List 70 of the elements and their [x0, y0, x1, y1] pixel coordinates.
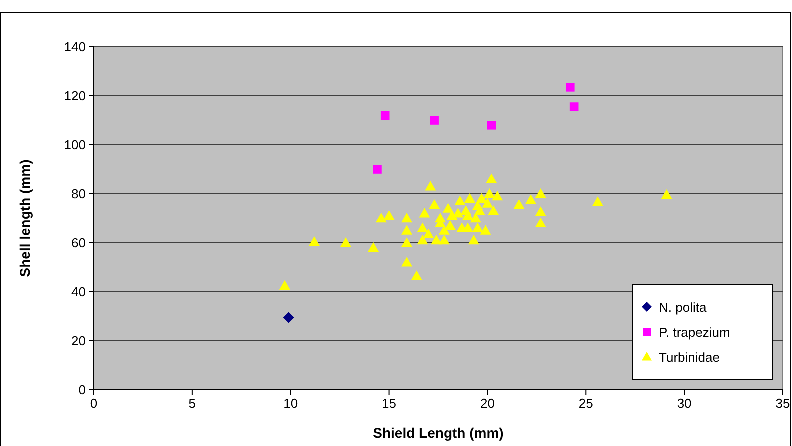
- point: [535, 188, 546, 198]
- x-axis-title: Shield Length (mm): [373, 425, 504, 441]
- point: [425, 181, 436, 191]
- point: [476, 193, 488, 204]
- point: [468, 235, 480, 245]
- point: [661, 189, 672, 200]
- point: [417, 235, 428, 245]
- x-tick-label: 25: [578, 396, 594, 411]
- y-tick-label: 100: [64, 138, 86, 152]
- x-tick-label: 15: [382, 396, 397, 411]
- legend-label: Turbinidae: [659, 350, 720, 365]
- point: [402, 238, 413, 248]
- point: [487, 121, 496, 130]
- x-tick-label: 5: [188, 396, 196, 411]
- legend-label: P. trapezium: [659, 325, 730, 340]
- point: [454, 196, 466, 206]
- x-tick-label: 10: [284, 396, 298, 411]
- point: [592, 196, 604, 206]
- point: [376, 213, 387, 223]
- point: [438, 235, 450, 245]
- x-tick-label: 20: [480, 396, 495, 411]
- point: [486, 174, 498, 184]
- point: [462, 222, 474, 232]
- point: [488, 206, 500, 216]
- point: [492, 190, 504, 201]
- point: [283, 312, 294, 324]
- point: [434, 213, 446, 223]
- point: [570, 102, 579, 112]
- y-tick-label: 40: [72, 284, 86, 300]
- point: [442, 203, 454, 213]
- point: [368, 242, 380, 252]
- y-tick-label: 0: [78, 382, 86, 398]
- point: [482, 198, 494, 208]
- point: [480, 225, 492, 235]
- x-tick-label: 30: [677, 396, 692, 411]
- legend-label: N. polita: [659, 300, 708, 315]
- point: [535, 206, 546, 216]
- y-tick-label: 80: [72, 186, 86, 202]
- y-tick-label: 60: [72, 236, 86, 250]
- point: [470, 213, 482, 223]
- point: [472, 222, 484, 232]
- point: [444, 220, 456, 230]
- point: [429, 200, 440, 210]
- point: [419, 208, 430, 218]
- y-tick-label: 120: [64, 88, 86, 104]
- point: [464, 193, 476, 204]
- point: [438, 225, 450, 235]
- point: [384, 210, 395, 220]
- point: [411, 270, 422, 280]
- point: [402, 257, 413, 267]
- x-tick-label: 0: [90, 396, 98, 411]
- point: [514, 200, 525, 210]
- point: [380, 111, 390, 120]
- y-tick-label: 20: [72, 334, 86, 348]
- point: [484, 188, 496, 198]
- point: [373, 165, 382, 174]
- point: [526, 194, 537, 204]
- point: [430, 116, 439, 125]
- point: [402, 225, 413, 235]
- y-axis-title: Shell length (mm): [17, 160, 33, 278]
- point: [308, 236, 320, 246]
- point: [423, 228, 434, 239]
- point: [566, 83, 575, 92]
- x-tick-label: 35: [776, 396, 790, 411]
- point: [417, 222, 428, 232]
- point: [535, 218, 546, 228]
- point: [402, 213, 413, 223]
- point: [340, 238, 352, 248]
- y-tick-label: 140: [64, 40, 86, 54]
- point: [279, 280, 290, 290]
